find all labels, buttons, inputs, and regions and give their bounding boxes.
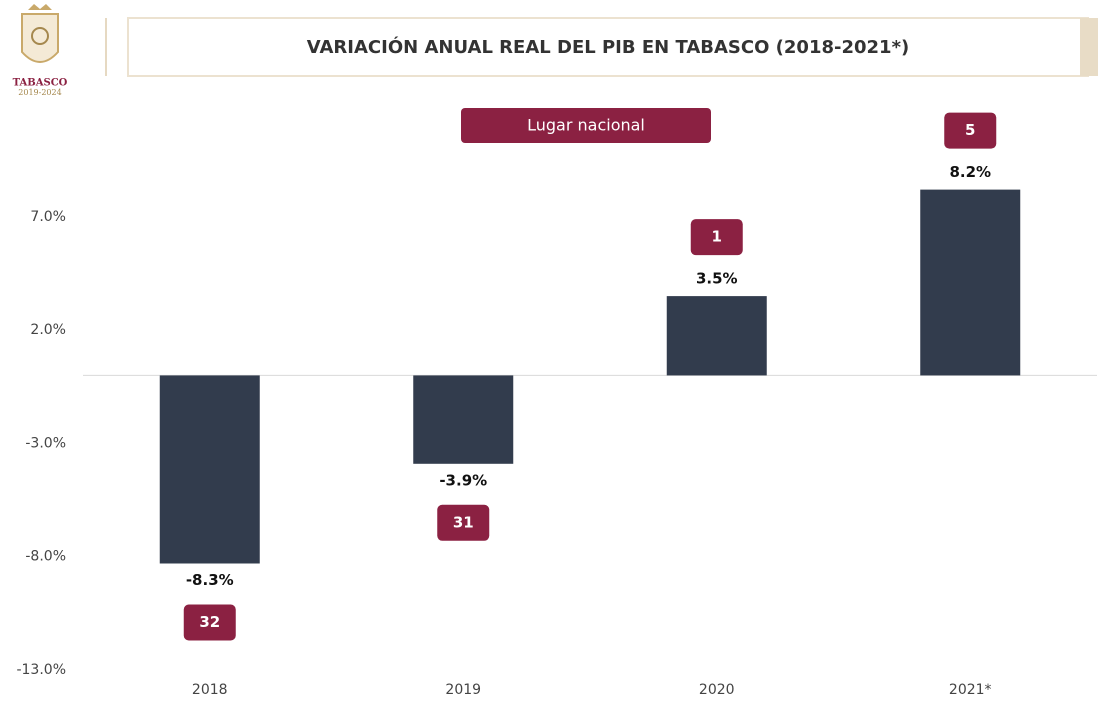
logo-crown <box>28 4 52 10</box>
rank-label: 32 <box>199 613 220 631</box>
value-label: 8.2% <box>949 163 991 181</box>
title-box <box>127 17 1089 77</box>
logo-emblem <box>31 27 49 45</box>
x-tick-label: 2021* <box>949 682 992 698</box>
bar <box>159 375 260 564</box>
y-tick-label: -3.0% <box>25 435 66 451</box>
y-tick-label: -8.0% <box>25 549 66 565</box>
rank-legend-box <box>461 108 711 143</box>
chart-title: VARIACIÓN ANUAL REAL DEL PIB EN TABASCO … <box>307 36 909 58</box>
rank-badge <box>437 504 490 541</box>
title-box-accent <box>1080 18 1098 76</box>
rank-label: 31 <box>453 513 474 531</box>
bar <box>920 189 1021 376</box>
x-tick-label: 2019 <box>445 682 481 698</box>
rank-label: 1 <box>712 228 722 246</box>
x-tick-label: 2018 <box>192 682 228 698</box>
logo-shield <box>21 13 59 63</box>
y-tick-label: -13.0% <box>16 662 66 678</box>
value-label: -8.3% <box>186 571 234 589</box>
rank-legend: Lugar nacional <box>527 116 645 135</box>
logo-years: 2019-2024 <box>18 88 61 97</box>
rank-badge <box>944 112 997 149</box>
x-tick-label: 2020 <box>699 682 735 698</box>
bar <box>413 375 514 464</box>
logo: TABASCO 2019-2024 <box>13 4 68 97</box>
rank-label: 5 <box>965 121 975 139</box>
bar <box>666 296 767 376</box>
rank-badge <box>183 604 236 641</box>
y-tick-label: 2.0% <box>30 322 66 338</box>
value-label: 3.5% <box>696 270 738 288</box>
logo-name: TABASCO <box>13 78 68 89</box>
y-tick-label: 7.0% <box>30 209 66 225</box>
rank-badge <box>690 219 743 256</box>
value-label: -3.9% <box>439 471 487 489</box>
